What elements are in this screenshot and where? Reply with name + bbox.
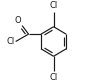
Text: O: O <box>14 16 21 25</box>
Text: Cl: Cl <box>7 37 15 46</box>
Text: Cl: Cl <box>49 73 58 82</box>
Text: Cl: Cl <box>49 1 58 10</box>
